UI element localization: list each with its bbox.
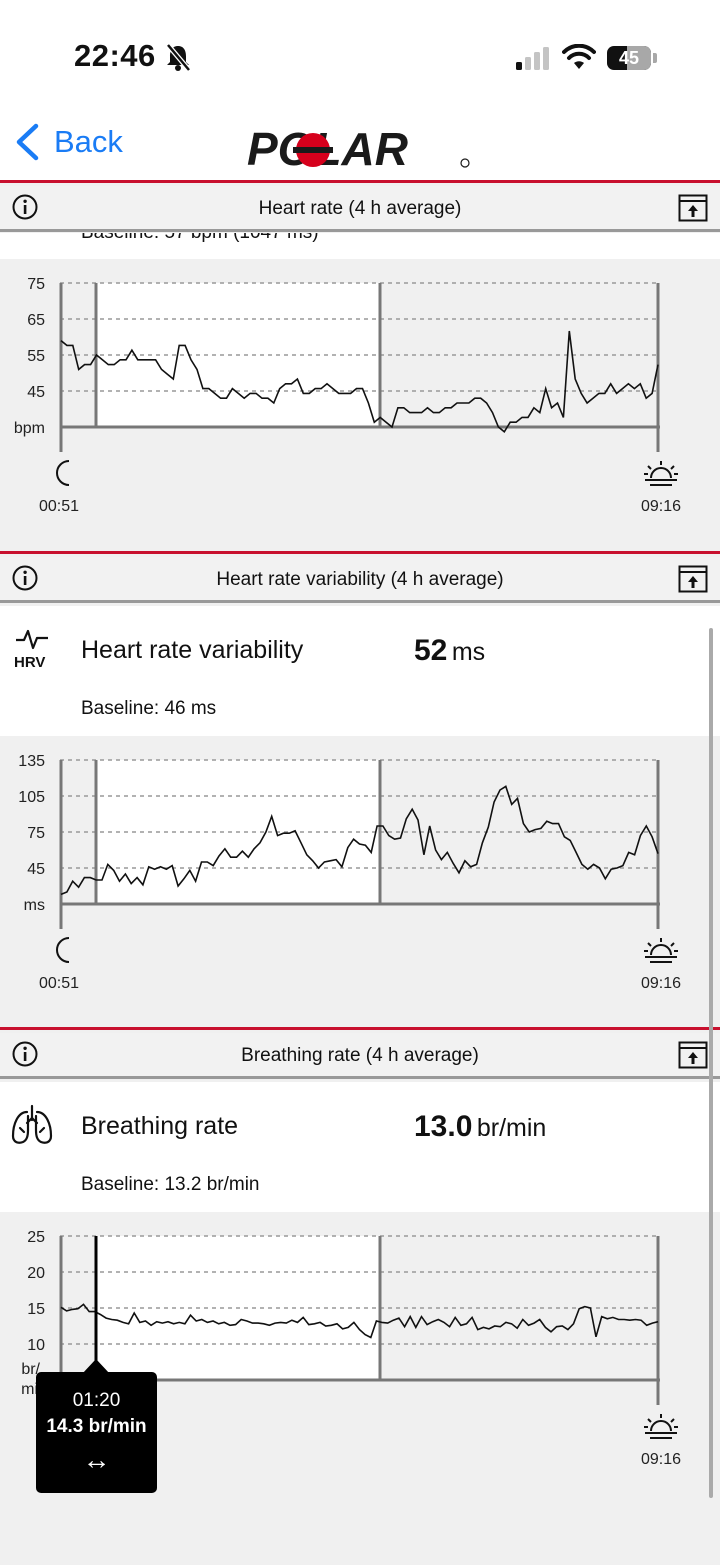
hr-baseline: Baseline: 57 bpm (1047 ms) [81, 233, 319, 244]
br-ytick: 10 [27, 1337, 45, 1354]
br-y-unit-1: br/ [21, 1361, 40, 1378]
moon-icon [56, 460, 70, 486]
hrv-series-line [60, 785, 659, 896]
section-divider [0, 551, 720, 554]
hrv-baseline: Baseline: 46 ms [81, 698, 217, 719]
hr-chart[interactable]: 75 65 55 45 bpm 00:51 09:16 [0, 259, 720, 551]
tooltip-time: 01:20 [72, 1390, 121, 1411]
hrv-section-title: Heart rate variability (4 h average) [216, 569, 504, 590]
export-icon[interactable] [678, 1041, 708, 1069]
status-time: 22:46 [74, 38, 156, 73]
hr-section-title: Heart rate (4 h average) [258, 198, 462, 219]
hr-ytick: 75 [27, 276, 45, 293]
hr-y-unit: bpm [14, 420, 45, 437]
hrv-value-group: 52 ms [414, 634, 485, 668]
br-value-group: 13.0 br/min [414, 1110, 546, 1144]
battery-icon: 45 [607, 46, 651, 70]
hrv-unit: ms [451, 638, 486, 666]
hrv-ytick: 135 [18, 753, 45, 770]
br-value: 13.0 [414, 1110, 473, 1143]
section-divider [0, 1027, 720, 1030]
wifi-icon [562, 44, 596, 69]
br-section-title: Breathing rate (4 h average) [241, 1045, 479, 1066]
info-icon[interactable] [12, 1041, 38, 1067]
hr-grid [60, 282, 658, 392]
br-chart[interactable]: 25 20 15 10 br/ mi 09:16 [0, 1212, 720, 1504]
tooltip-value: 14.3 br/min [46, 1416, 147, 1437]
hr-end-time: 09:16 [641, 498, 681, 515]
back-button[interactable]: Back [12, 120, 132, 164]
sunrise-icon [644, 461, 678, 486]
hrv-icon-label: HRV [14, 654, 46, 671]
section-divider [0, 180, 720, 183]
status-bar: 22:46 45 [0, 0, 720, 110]
br-ytick: 20 [27, 1265, 45, 1282]
info-icon[interactable] [12, 565, 38, 591]
moon-icon [56, 937, 70, 963]
br-grid [60, 1235, 658, 1345]
br-ytick: 15 [27, 1301, 45, 1318]
lungs-icon [11, 1104, 53, 1144]
export-icon[interactable] [678, 194, 708, 222]
battery-tip [653, 53, 657, 63]
drag-arrows-icon[interactable]: ↔ [82, 1444, 111, 1475]
hrv-ytick: 75 [27, 825, 45, 842]
cellular-signal-icon [516, 47, 549, 70]
br-y-unit-2: mi [21, 1381, 38, 1398]
hrv-y-unit: ms [24, 897, 45, 914]
hrv-metric-label: Heart rate variability [81, 636, 304, 664]
hrv-chart[interactable]: 135 105 75 45 ms 00:51 09:16 [0, 736, 720, 1028]
sunrise-icon [644, 1414, 678, 1439]
hr-series-line [60, 330, 659, 433]
battery-level: 45 [618, 48, 640, 68]
br-metric-label: Breathing rate [81, 1112, 239, 1140]
hrv-end-time: 09:16 [641, 975, 681, 992]
hrv-ytick: 105 [18, 789, 45, 806]
hrv-metric-card: HRV Heart rate variability 52 ms Baselin… [0, 606, 720, 736]
scrollbar[interactable] [709, 628, 713, 1498]
hr-ytick: 65 [27, 312, 45, 329]
br-ytick: 25 [27, 1229, 45, 1246]
info-icon[interactable] [12, 194, 38, 220]
br-metric-card: Breathing rate 13.0 br/min Baseline: 13.… [0, 1082, 720, 1212]
hr-section-header: Heart rate (4 h average) [0, 186, 720, 232]
br-series-line [60, 1303, 659, 1339]
hr-ytick: 55 [27, 348, 45, 365]
tooltip-card[interactable]: 01:20 14.3 br/min ↔ [36, 1372, 157, 1493]
br-end-time: 09:16 [641, 1451, 681, 1468]
back-label: Back [54, 124, 123, 159]
hrv-section-header: Heart rate variability (4 h average) [0, 557, 720, 603]
br-cursor-pointer [82, 1359, 110, 1374]
hrv-value: 52 [414, 634, 448, 667]
nav-bar: Back POLAR [0, 110, 720, 182]
export-icon[interactable] [678, 565, 708, 593]
br-section-header: Breathing rate (4 h average) [0, 1033, 720, 1079]
polar-logo: POLAR [245, 120, 475, 175]
hrv-wave-icon [16, 629, 48, 650]
hr-start-time: 00:51 [39, 498, 79, 515]
sunrise-icon [644, 938, 678, 963]
br-unit: br/min [476, 1114, 547, 1142]
hr-ytick: 45 [27, 384, 45, 401]
hr-baseline-strip: Baseline: 57 bpm (1047 ms) [0, 233, 720, 259]
hrv-start-time: 00:51 [39, 975, 79, 992]
hrv-ytick: 45 [27, 861, 45, 878]
silent-bell-icon [166, 43, 191, 72]
chevron-left-icon [16, 123, 39, 161]
br-baseline: Baseline: 13.2 br/min [81, 1174, 260, 1195]
